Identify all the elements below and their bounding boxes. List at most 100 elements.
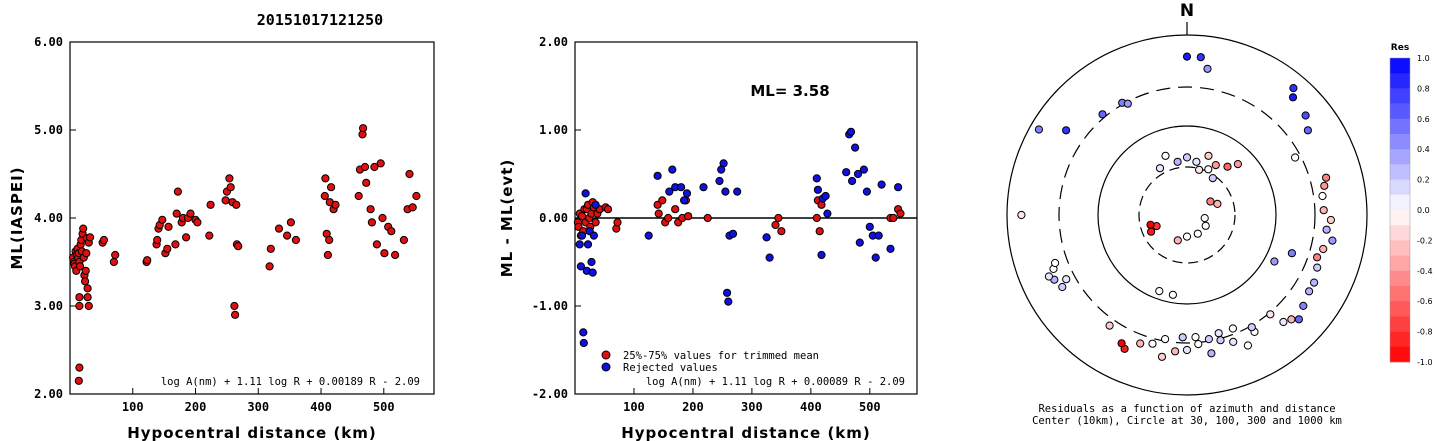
station-point bbox=[1192, 157, 1201, 166]
station-point bbox=[1301, 111, 1310, 120]
data-point bbox=[387, 227, 396, 236]
station-point bbox=[1228, 324, 1238, 333]
colorbar-tick-label: 0.8 bbox=[1417, 84, 1430, 93]
data-point bbox=[865, 222, 874, 231]
x-axis-label: Hypocentral distance (km) bbox=[621, 424, 871, 441]
station-point bbox=[1287, 249, 1297, 258]
data-point bbox=[721, 187, 730, 196]
data-point bbox=[79, 224, 88, 233]
data-point bbox=[111, 250, 120, 260]
station-point bbox=[1105, 321, 1114, 330]
station-point bbox=[1326, 215, 1336, 225]
station-point bbox=[1044, 272, 1054, 281]
station-point bbox=[1146, 220, 1155, 229]
data-point bbox=[724, 297, 733, 306]
x-tick-label: 300 bbox=[741, 400, 763, 414]
station-point bbox=[1161, 335, 1170, 344]
data-point bbox=[206, 200, 215, 209]
data-point bbox=[75, 293, 84, 302]
data-point bbox=[812, 213, 821, 223]
caption-line-1: Residuals as a function of azimuth and d… bbox=[1038, 403, 1335, 415]
station-point bbox=[1223, 162, 1232, 171]
data-point bbox=[668, 165, 677, 174]
data-point bbox=[205, 231, 214, 240]
data-point bbox=[81, 266, 90, 275]
colorbar-cell bbox=[1390, 240, 1410, 256]
panel-azimuth-map: N Residuals as a function of azimuth and… bbox=[1006, 1, 1433, 427]
data-point bbox=[859, 165, 869, 174]
legend-label-trimmed: 25%-75% values for trimmed mean bbox=[623, 350, 819, 362]
colorbar-cell bbox=[1390, 88, 1410, 104]
data-point bbox=[399, 235, 408, 245]
data-point bbox=[109, 257, 119, 267]
data-point bbox=[226, 183, 235, 192]
colorbar-frame bbox=[1389, 57, 1411, 363]
y-tick-label: 5.00 bbox=[34, 123, 63, 137]
data-point bbox=[83, 284, 92, 293]
data-point bbox=[576, 262, 586, 271]
station-point bbox=[1155, 287, 1164, 296]
data-point bbox=[366, 205, 375, 214]
colorbar-cell bbox=[1390, 149, 1410, 165]
data-point bbox=[723, 288, 732, 297]
station-point bbox=[1288, 93, 1298, 102]
station-point bbox=[1322, 173, 1331, 182]
data-point bbox=[680, 196, 689, 205]
y-tick-label: 3.00 bbox=[34, 299, 63, 313]
data-point bbox=[589, 231, 599, 240]
y-axis-label: ML(IASPEI) bbox=[8, 166, 26, 269]
data-point bbox=[408, 203, 417, 212]
colorbar-cell bbox=[1390, 225, 1410, 241]
ring-30km bbox=[1138, 166, 1236, 264]
station-point bbox=[1247, 323, 1256, 332]
data-point bbox=[230, 301, 239, 311]
data-point bbox=[664, 213, 673, 223]
station-point bbox=[1182, 345, 1192, 355]
data-point bbox=[682, 189, 692, 198]
data-point bbox=[75, 262, 85, 271]
data-point bbox=[286, 218, 295, 227]
data-point bbox=[579, 338, 588, 348]
data-point bbox=[774, 213, 783, 223]
station-point bbox=[1294, 315, 1304, 324]
data-point bbox=[74, 376, 83, 385]
data-point bbox=[412, 191, 421, 201]
station-point bbox=[1182, 52, 1192, 61]
station-point bbox=[1062, 275, 1071, 284]
colorbar-cells bbox=[1389, 57, 1411, 363]
data-point bbox=[323, 250, 332, 260]
data-point bbox=[578, 231, 587, 240]
station-point bbox=[1017, 210, 1026, 220]
y-tick-label: 2.00 bbox=[539, 35, 568, 49]
station-point bbox=[1182, 232, 1192, 241]
colorbar-tick-label: -0.6 bbox=[1417, 297, 1433, 306]
data-point bbox=[274, 224, 284, 233]
data-point bbox=[877, 180, 886, 189]
station-point bbox=[1194, 340, 1203, 349]
colorbar-ticks: 1.0 0.8 0.6 0.4 0.2 0.0 -0.2 -0.4 -0.6 -0.8 -1.0 bbox=[1417, 54, 1433, 367]
data-point bbox=[291, 235, 300, 245]
data-point bbox=[777, 227, 786, 236]
data-point bbox=[579, 328, 588, 337]
colorbar-cell bbox=[1390, 194, 1410, 211]
data-point bbox=[658, 196, 667, 205]
station-point bbox=[1328, 236, 1337, 245]
data-point bbox=[265, 262, 274, 271]
x-tick-label: 100 bbox=[623, 400, 645, 414]
data-point bbox=[376, 159, 385, 168]
colorbar-cell bbox=[1390, 316, 1410, 332]
data-point bbox=[583, 240, 593, 249]
x-tick-label: 500 bbox=[859, 400, 881, 414]
data-point bbox=[367, 218, 376, 227]
colorbar-cell bbox=[1390, 286, 1410, 302]
legend-marker-trimmed bbox=[601, 350, 611, 360]
station-point bbox=[1051, 258, 1060, 268]
ml-annotation: ML= 3.58 bbox=[750, 82, 829, 100]
station-point bbox=[1279, 317, 1288, 327]
y-tick-label: -1.00 bbox=[532, 299, 568, 313]
station-point bbox=[1204, 335, 1214, 344]
station-point bbox=[1196, 53, 1205, 62]
data-point bbox=[654, 209, 663, 218]
station-point bbox=[1200, 214, 1209, 223]
